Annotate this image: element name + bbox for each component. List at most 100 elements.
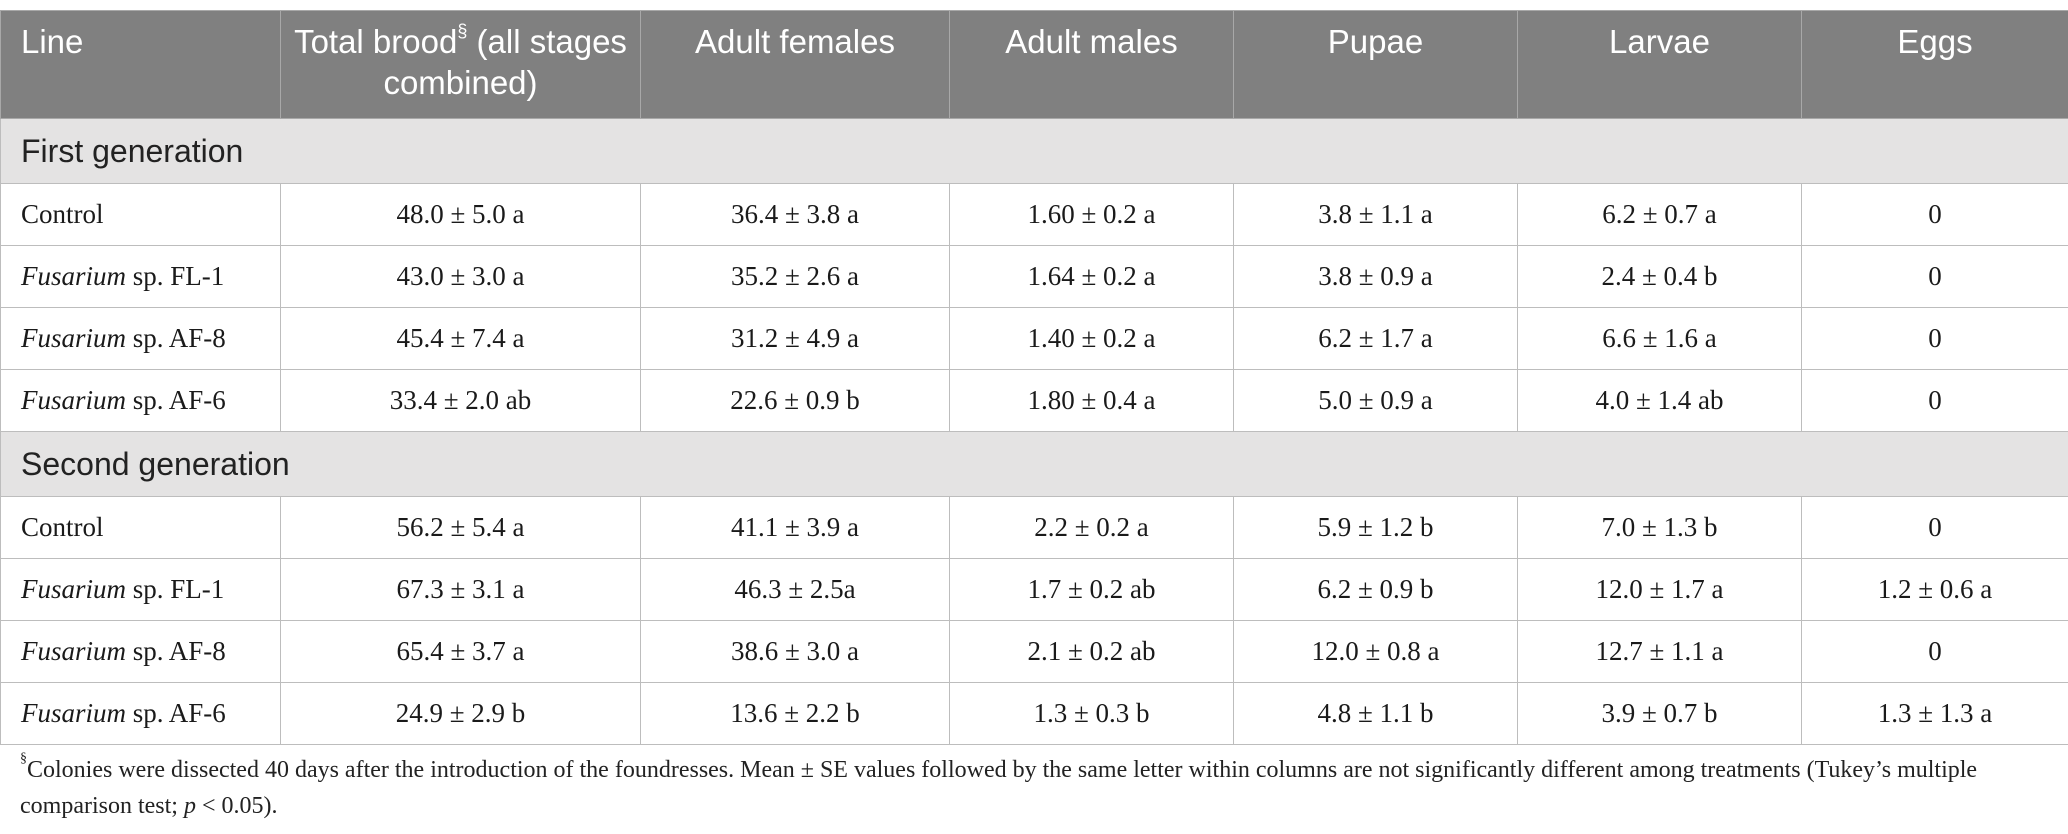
line-cell: Control [0, 496, 281, 559]
eggs-cell: 0 [1801, 183, 2068, 246]
total-cell: 33.4 ± 2.0 ab [280, 369, 641, 432]
table-row: Fusarium sp. AF-8 45.4 ± 7.4 a 31.2 ± 4.… [0, 307, 2068, 370]
line-text: sp. AF-8 [126, 636, 226, 666]
genus-text: Fusarium [21, 261, 127, 291]
line-cell: Fusarium sp. AF-6 [0, 682, 281, 745]
line-cell: Control [0, 183, 281, 246]
line-text: sp. FL-1 [126, 574, 225, 604]
total-cell: 56.2 ± 5.4 a [280, 496, 641, 559]
larvae-cell: 2.4 ± 0.4 b [1517, 245, 1802, 308]
larvae-cell: 3.9 ± 0.7 b [1517, 682, 1802, 745]
footnote-p-symbol: p [183, 793, 196, 819]
line-text: sp. AF-6 [126, 698, 226, 728]
footnote-mark: § [20, 751, 27, 766]
genus-text: Fusarium [21, 323, 127, 353]
pupae-cell: 12.0 ± 0.8 a [1233, 620, 1518, 683]
col-header-total-brood: Total brood§ (all stages combined) [280, 10, 641, 119]
section-mark: § [457, 21, 468, 41]
genus-text: Fusarium [21, 636, 127, 666]
group-row-second: Second generation [0, 431, 2068, 497]
table-row: Control 56.2 ± 5.4 a 41.1 ± 3.9 a 2.2 ± … [0, 496, 2068, 559]
group-title: First generation [0, 118, 2068, 184]
line-text: Control [21, 512, 104, 542]
col-header-pupae: Pupae [1233, 10, 1518, 119]
line-cell: Fusarium sp. AF-8 [0, 307, 281, 370]
larvae-cell: 4.0 ± 1.4 ab [1517, 369, 1802, 432]
footnote-text: Colonies were dissected 40 days after th… [20, 757, 1978, 819]
eggs-cell: 1.3 ± 1.3 a [1801, 682, 2068, 745]
pupae-cell: 5.9 ± 1.2 b [1233, 496, 1518, 559]
col-header-eggs: Eggs [1801, 10, 2068, 119]
footnote-text-end: < 0.05). [195, 793, 278, 819]
table-row: Fusarium sp. AF-6 24.9 ± 2.9 b 13.6 ± 2.… [0, 682, 2068, 745]
line-cell: Fusarium sp. FL-1 [0, 245, 281, 308]
line-cell: Fusarium sp. AF-6 [0, 369, 281, 432]
line-cell: Fusarium sp. FL-1 [0, 558, 281, 621]
line-text: sp. FL-1 [126, 261, 225, 291]
total-cell: 67.3 ± 3.1 a [280, 558, 641, 621]
table-row: Fusarium sp. AF-6 33.4 ± 2.0 ab 22.6 ± 0… [0, 369, 2068, 432]
pupae-cell: 6.2 ± 1.7 a [1233, 307, 1518, 370]
table-row: Fusarium sp. FL-1 43.0 ± 3.0 a 35.2 ± 2.… [0, 245, 2068, 308]
table-row: Fusarium sp. AF-8 65.4 ± 3.7 a 38.6 ± 3.… [0, 620, 2068, 683]
females-cell: 35.2 ± 2.6 a [640, 245, 950, 308]
col-header-adult-males: Adult males [949, 10, 1234, 119]
group-row-first: First generation [0, 118, 2068, 184]
eggs-cell: 1.2 ± 0.6 a [1801, 558, 2068, 621]
table-footnote: §Colonies were dissected 40 days after t… [20, 752, 2050, 824]
group-title: Second generation [0, 431, 2068, 497]
genus-text: Fusarium [21, 574, 127, 604]
females-cell: 13.6 ± 2.2 b [640, 682, 950, 745]
brood-table: Line Total brood§ (all stages combined) … [0, 10, 2068, 745]
total-brood-sub: (all stages combined) [383, 23, 627, 101]
males-cell: 1.40 ± 0.2 a [949, 307, 1234, 370]
larvae-cell: 6.2 ± 0.7 a [1517, 183, 1802, 246]
males-cell: 1.64 ± 0.2 a [949, 245, 1234, 308]
eggs-cell: 0 [1801, 620, 2068, 683]
table-header: Line Total brood§ (all stages combined) … [0, 10, 2068, 119]
males-cell: 2.1 ± 0.2 ab [949, 620, 1234, 683]
larvae-cell: 6.6 ± 1.6 a [1517, 307, 1802, 370]
col-header-larvae: Larvae [1517, 10, 1802, 119]
total-cell: 24.9 ± 2.9 b [280, 682, 641, 745]
eggs-cell: 0 [1801, 245, 2068, 308]
table-row: Fusarium sp. FL-1 67.3 ± 3.1 a 46.3 ± 2.… [0, 558, 2068, 621]
line-text: sp. AF-6 [126, 385, 226, 415]
males-cell: 2.2 ± 0.2 a [949, 496, 1234, 559]
females-cell: 41.1 ± 3.9 a [640, 496, 950, 559]
females-cell: 46.3 ± 2.5a [640, 558, 950, 621]
table-body: First generation Control 48.0 ± 5.0 a 36… [0, 118, 2068, 745]
total-cell: 43.0 ± 3.0 a [280, 245, 641, 308]
col-header-adult-females: Adult females [640, 10, 950, 119]
total-cell: 48.0 ± 5.0 a [280, 183, 641, 246]
females-cell: 22.6 ± 0.9 b [640, 369, 950, 432]
pupae-cell: 5.0 ± 0.9 a [1233, 369, 1518, 432]
females-cell: 38.6 ± 3.0 a [640, 620, 950, 683]
pupae-cell: 6.2 ± 0.9 b [1233, 558, 1518, 621]
total-cell: 45.4 ± 7.4 a [280, 307, 641, 370]
col-header-line: Line [0, 10, 281, 119]
eggs-cell: 0 [1801, 307, 2068, 370]
pupae-cell: 3.8 ± 1.1 a [1233, 183, 1518, 246]
line-cell: Fusarium sp. AF-8 [0, 620, 281, 683]
pupae-cell: 3.8 ± 0.9 a [1233, 245, 1518, 308]
males-cell: 1.80 ± 0.4 a [949, 369, 1234, 432]
males-cell: 1.60 ± 0.2 a [949, 183, 1234, 246]
females-cell: 36.4 ± 3.8 a [640, 183, 950, 246]
males-cell: 1.7 ± 0.2 ab [949, 558, 1234, 621]
females-cell: 31.2 ± 4.9 a [640, 307, 950, 370]
genus-text: Fusarium [21, 698, 127, 728]
eggs-cell: 0 [1801, 496, 2068, 559]
total-brood-label: Total brood [294, 23, 458, 60]
males-cell: 1.3 ± 0.3 b [949, 682, 1234, 745]
header-row: Line Total brood§ (all stages combined) … [0, 10, 2068, 119]
eggs-cell: 0 [1801, 369, 2068, 432]
larvae-cell: 7.0 ± 1.3 b [1517, 496, 1802, 559]
line-text: Control [21, 199, 104, 229]
larvae-cell: 12.0 ± 1.7 a [1517, 558, 1802, 621]
table-row: Control 48.0 ± 5.0 a 36.4 ± 3.8 a 1.60 ±… [0, 183, 2068, 246]
genus-text: Fusarium [21, 385, 127, 415]
larvae-cell: 12.7 ± 1.1 a [1517, 620, 1802, 683]
pupae-cell: 4.8 ± 1.1 b [1233, 682, 1518, 745]
line-text: sp. AF-8 [126, 323, 226, 353]
